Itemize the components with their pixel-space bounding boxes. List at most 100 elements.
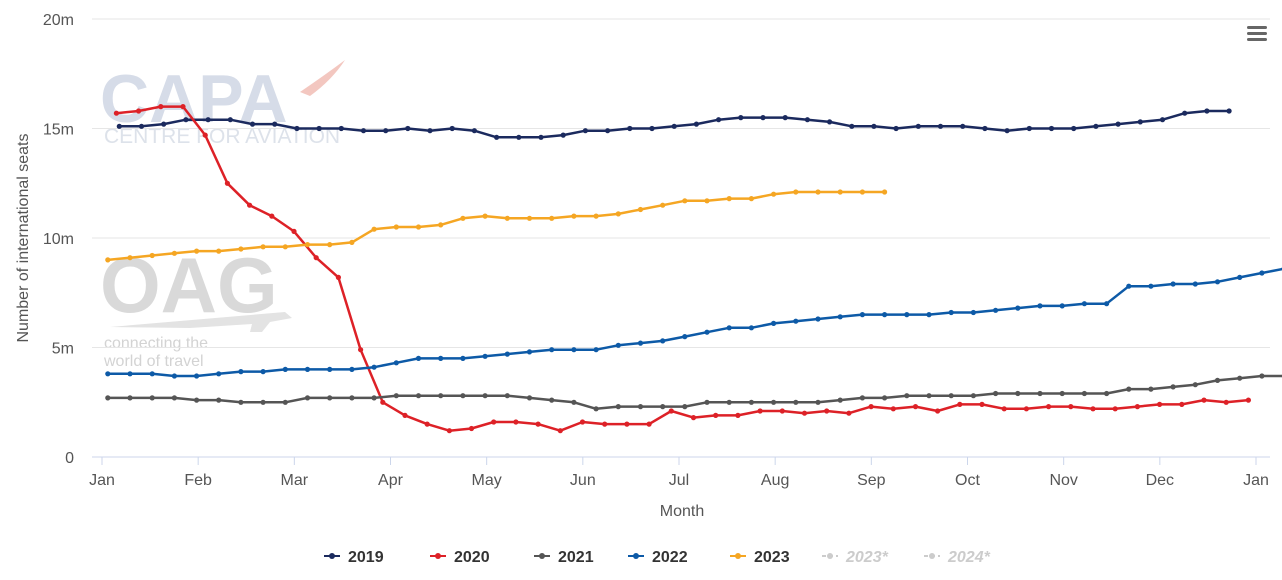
data-point: [649, 125, 655, 132]
data-point: [304, 366, 311, 372]
data-point: [335, 274, 341, 280]
data-point: [668, 408, 674, 414]
data-point: [171, 373, 177, 379]
legend-label: 2023*: [845, 549, 889, 566]
data-point: [793, 189, 799, 195]
data-point: [460, 215, 466, 221]
data-point: [549, 347, 555, 353]
data-point: [294, 125, 300, 132]
data-point: [149, 395, 155, 401]
data-point: [105, 395, 111, 401]
data-point: [327, 242, 333, 248]
data-point: [1223, 399, 1229, 405]
legend-marker: [435, 553, 441, 559]
data-point: [482, 353, 488, 359]
data-point: [660, 338, 666, 344]
data-point: [313, 255, 319, 261]
data-point: [171, 250, 177, 256]
data-point: [827, 119, 833, 125]
data-point: [704, 329, 710, 335]
data-point: [1046, 404, 1052, 410]
data-point: [1159, 117, 1166, 123]
hamburger-menu-icon: [1247, 26, 1267, 41]
data-point: [926, 312, 932, 318]
x-tick-label: Jan: [89, 472, 115, 489]
series-2022: [105, 267, 1282, 379]
data-point: [291, 228, 297, 234]
data-point: [627, 125, 633, 132]
data-point: [846, 410, 852, 416]
legend-item-2022[interactable]: 2022: [628, 549, 688, 566]
data-point: [504, 351, 510, 357]
data-point: [538, 134, 544, 140]
data-point: [171, 395, 177, 401]
data-point: [205, 117, 211, 123]
data-point: [970, 393, 977, 399]
data-point: [837, 397, 843, 403]
data-point: [948, 393, 954, 399]
legend-item-2020[interactable]: 2020: [430, 549, 490, 566]
legend-item-2019[interactable]: 2019: [324, 549, 384, 566]
data-point: [482, 393, 488, 399]
data-point: [579, 419, 586, 425]
data-point: [282, 399, 288, 405]
series-line-2023: [107, 190, 885, 262]
data-point: [915, 123, 921, 129]
data-point: [982, 125, 988, 132]
data-point: [549, 397, 555, 403]
data-point: [815, 316, 821, 322]
data-point: [449, 125, 455, 132]
data-point: [716, 117, 722, 123]
data-point: [282, 244, 288, 250]
data-point: [427, 128, 433, 134]
legend-marker: [539, 553, 545, 559]
data-point: [460, 393, 466, 399]
legend-item-2024*[interactable]: 2024*: [924, 549, 991, 566]
data-point: [748, 325, 755, 331]
data-point: [1090, 406, 1096, 412]
data-point: [890, 406, 896, 412]
data-point: [1201, 397, 1207, 403]
data-point: [180, 104, 186, 110]
x-tick-label: Feb: [184, 472, 212, 489]
x-tick-label: Apr: [378, 472, 404, 489]
data-point: [748, 399, 755, 405]
data-point: [815, 399, 821, 405]
data-point: [238, 246, 244, 252]
data-point: [504, 393, 510, 399]
data-point: [993, 390, 999, 397]
data-point: [438, 222, 444, 228]
data-point: [837, 314, 843, 320]
data-point: [926, 393, 932, 399]
data-point: [393, 224, 399, 230]
data-point: [735, 412, 741, 418]
data-point: [771, 399, 777, 405]
data-point: [249, 121, 256, 127]
data-point: [859, 312, 866, 318]
data-point: [690, 415, 697, 421]
data-point: [1081, 390, 1087, 397]
data-point: [757, 408, 763, 414]
data-point: [224, 180, 230, 186]
y-tick-label: 0: [65, 450, 74, 467]
data-point: [1259, 270, 1265, 276]
data-point: [957, 401, 963, 407]
data-point: [161, 121, 167, 127]
legend-item-2021[interactable]: 2021: [534, 549, 594, 566]
legend-item-2023[interactable]: 2023: [730, 549, 790, 566]
legend-item-2023*[interactable]: 2023*: [822, 549, 889, 566]
data-point: [1015, 390, 1021, 397]
capa-tagline-text: CENTRE FOR AVIATION: [104, 125, 340, 148]
data-point: [460, 355, 466, 361]
data-point: [760, 115, 766, 121]
data-point: [671, 123, 677, 129]
chart-menu-button[interactable]: [1240, 20, 1274, 48]
data-point: [260, 244, 266, 250]
data-point: [793, 399, 799, 405]
data-point: [349, 239, 355, 245]
data-point: [1081, 301, 1087, 307]
data-point: [1170, 384, 1176, 390]
data-point: [804, 117, 811, 123]
data-point: [824, 408, 830, 414]
data-point: [1001, 406, 1007, 412]
